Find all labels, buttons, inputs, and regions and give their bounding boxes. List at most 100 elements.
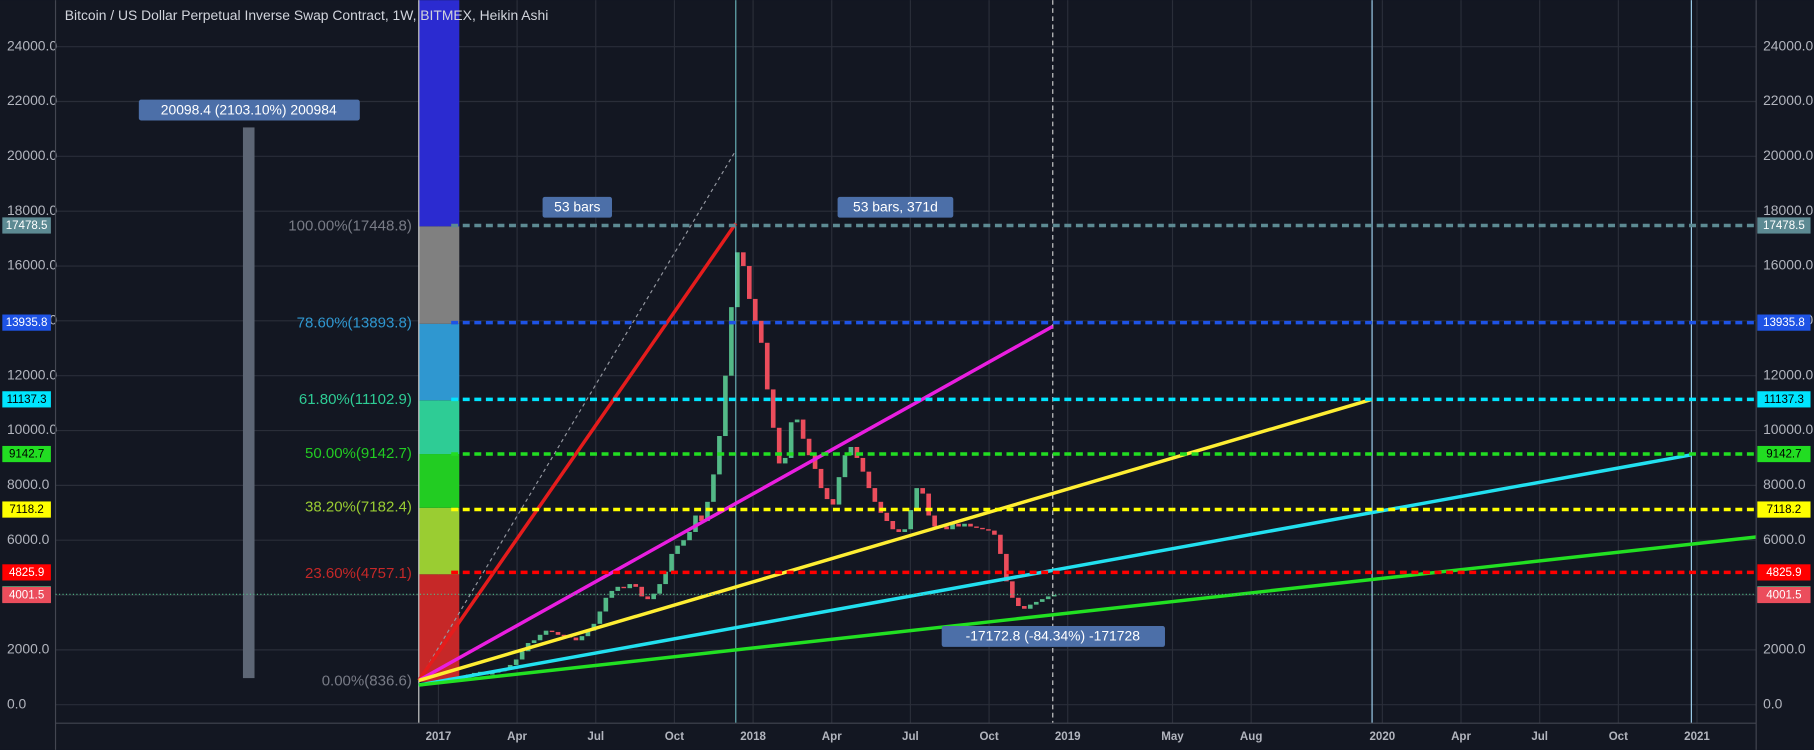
chart-title: Bitcoin / US Dollar Perpetual Inverse Sw… <box>65 7 549 23</box>
candle <box>675 545 680 554</box>
x-tick-label: Oct <box>1609 731 1628 743</box>
y-tick-label: 24000.0 <box>7 37 57 53</box>
candle <box>555 632 561 635</box>
fib-label: 100.00%(17448.8) <box>288 217 412 234</box>
candle <box>519 651 525 660</box>
drawings: 20098.4 (2103.10%) 200984 53 bars 53 bar… <box>138 0 1757 724</box>
fib-label: 38.20%(7182.4) <box>305 499 412 516</box>
price-badge-label: 17478.5 <box>1763 220 1805 232</box>
candle <box>782 457 788 464</box>
price-badge <box>2 217 51 234</box>
y-tick-label: 6000.0 <box>7 531 50 547</box>
y-tick-label: 20000.0 <box>7 147 57 163</box>
price-badge <box>1757 501 1811 518</box>
candle <box>752 298 758 321</box>
measure-label: 53 bars, 371d <box>853 199 938 215</box>
price-badge <box>2 586 51 604</box>
fib-band <box>418 323 460 401</box>
candle <box>902 529 908 532</box>
measure-box <box>542 196 612 218</box>
fib-label: 61.80%(11102.9) <box>299 391 412 408</box>
x-tick-label: 2017 <box>426 731 452 743</box>
x-tick-label: Oct <box>665 731 684 743</box>
candle <box>1045 596 1051 600</box>
candle <box>758 320 764 343</box>
measure-label: 20098.4 (2103.10%) 200984 <box>161 101 337 117</box>
candle <box>836 477 842 505</box>
price-badge-label: 11137.3 <box>1764 394 1804 406</box>
y-tick-label: 18000.0 <box>1763 202 1813 218</box>
measure-label: 53 bars <box>554 199 600 215</box>
trend-line <box>417 222 738 682</box>
candle <box>890 521 896 530</box>
candle <box>866 471 872 489</box>
price-badge <box>1757 586 1811 604</box>
y-tick-label: 0.0 <box>1763 695 1783 711</box>
candle <box>974 526 979 528</box>
x-tick-label: May <box>1161 731 1184 743</box>
y-tick-label: 22000.0 <box>7 92 57 108</box>
candle <box>537 634 543 641</box>
price-badge <box>1757 314 1811 331</box>
y-tick-label: 18000.0 <box>7 202 57 218</box>
candle <box>848 446 854 456</box>
candle <box>776 427 782 464</box>
candle <box>914 488 920 511</box>
trend-line <box>418 453 1692 687</box>
fib-band <box>418 226 460 324</box>
x-tick-label: Aug <box>1240 731 1262 743</box>
y-tick-label: 8000.0 <box>7 476 50 492</box>
candle <box>1004 553 1009 582</box>
y-tick-label: 24000.0 <box>1763 37 1813 53</box>
price-badge <box>1757 391 1811 408</box>
candle <box>579 636 585 641</box>
candle <box>872 488 878 502</box>
measure-label: -17172.8 (-84.34%) -171728 <box>966 628 1141 644</box>
x-tick-label: 2019 <box>1055 731 1081 743</box>
candle <box>770 389 776 428</box>
price-badge-label: 4825.9 <box>1766 567 1801 579</box>
candle <box>723 375 728 437</box>
candle <box>681 540 686 546</box>
fib-band <box>418 0 460 227</box>
candle <box>543 630 549 635</box>
fib-label: 50.00%(9142.7) <box>305 445 412 462</box>
y-tick-label: 6000.0 <box>1763 531 1806 547</box>
candle <box>633 584 639 587</box>
trend-line <box>418 535 1757 687</box>
candle <box>944 526 949 530</box>
price-badge-label: 13935.8 <box>6 317 48 329</box>
price-badge <box>1757 564 1811 581</box>
candle <box>764 342 770 390</box>
candle <box>962 523 967 527</box>
y-tick-label: 16000.0 <box>7 257 57 273</box>
price-badge <box>2 314 51 331</box>
measure-box <box>941 626 1165 647</box>
candle <box>585 630 591 637</box>
candle <box>735 252 740 308</box>
candle <box>830 499 836 505</box>
candle <box>531 640 537 644</box>
candle <box>597 611 603 624</box>
candle <box>842 455 848 478</box>
price-badge-label: 4001.5 <box>1766 590 1801 602</box>
candle <box>1051 595 1057 597</box>
candle <box>1016 597 1021 607</box>
x-tick-label: Jul <box>587 731 604 743</box>
candle <box>932 515 937 527</box>
price-badge-label: 4825.9 <box>9 567 44 579</box>
candle <box>1033 601 1039 605</box>
candle <box>956 523 961 527</box>
trend-line <box>417 324 1054 682</box>
candle <box>806 438 812 456</box>
x-tick-label: Oct <box>979 731 998 743</box>
candle <box>896 529 902 532</box>
price-badge-label: 11137.3 <box>7 394 47 406</box>
trend-line <box>418 397 1373 683</box>
y-tick-label: 22000.0 <box>1763 92 1813 108</box>
candle <box>615 586 621 591</box>
x-tick-label: Jul <box>1531 731 1548 743</box>
